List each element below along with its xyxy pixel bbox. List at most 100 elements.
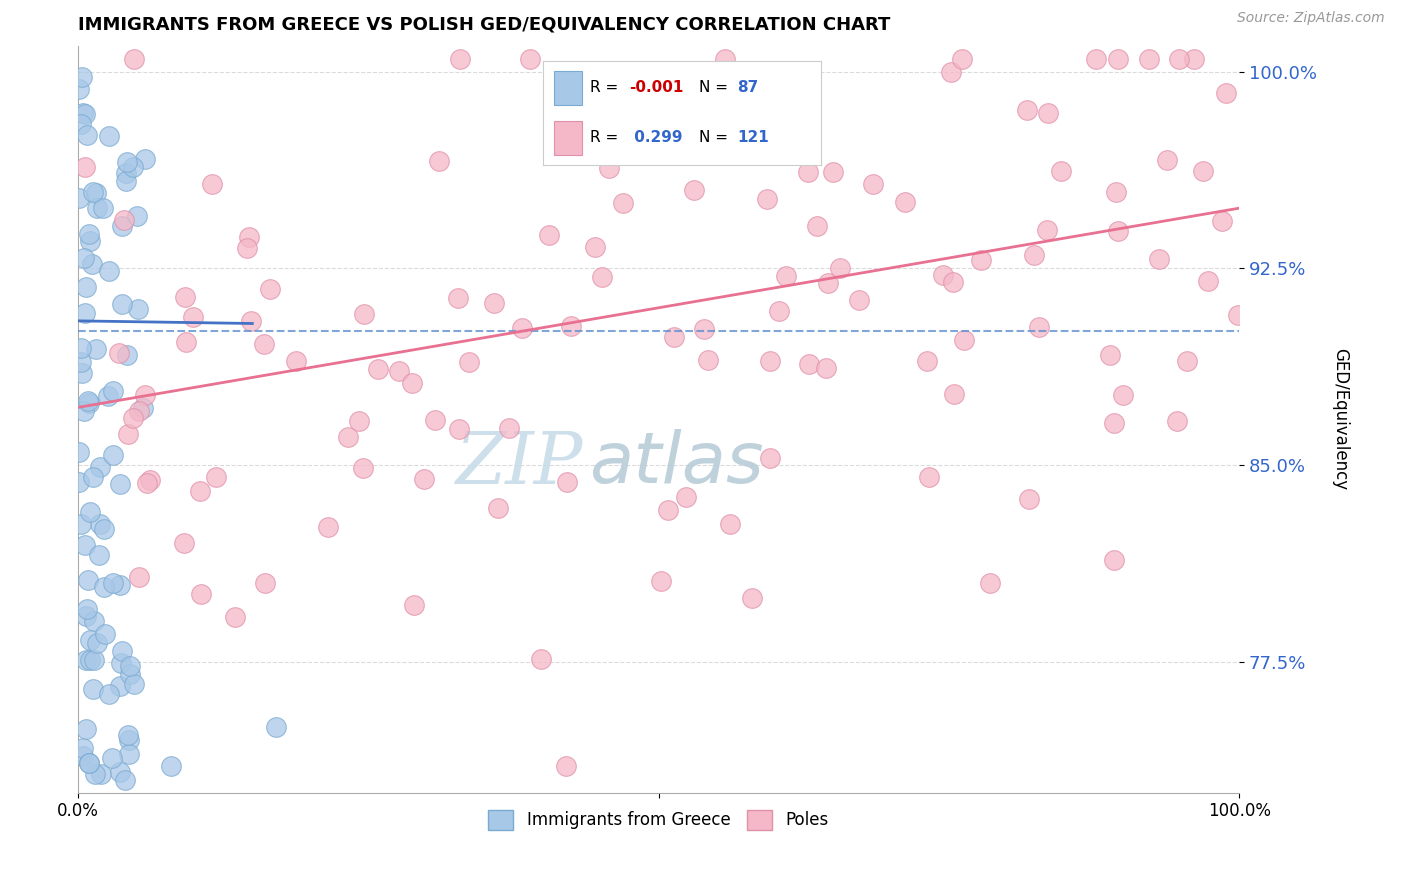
Point bbox=[73, 251, 96, 265]
Point bbox=[97, 389, 120, 403]
Point bbox=[90, 767, 112, 781]
Point bbox=[110, 656, 132, 670]
Point bbox=[115, 174, 138, 188]
Point bbox=[77, 756, 100, 770]
Point bbox=[75, 652, 97, 666]
Point bbox=[486, 500, 509, 515]
Text: IMMIGRANTS FROM GREECE VS POLISH GED/EQUIVALENCY CORRELATION CHART: IMMIGRANTS FROM GREECE VS POLISH GED/EQU… bbox=[79, 15, 890, 33]
Point bbox=[83, 766, 105, 780]
Point bbox=[76, 601, 98, 615]
Point bbox=[201, 177, 224, 191]
Point bbox=[73, 538, 96, 552]
Point bbox=[591, 269, 613, 284]
Point bbox=[72, 748, 94, 763]
Point bbox=[759, 354, 782, 368]
Point bbox=[101, 751, 124, 765]
Point bbox=[768, 304, 790, 318]
Point bbox=[530, 652, 553, 666]
Point bbox=[79, 235, 101, 249]
Point bbox=[134, 388, 156, 402]
Point bbox=[425, 413, 447, 427]
Point bbox=[775, 268, 797, 283]
Point bbox=[797, 357, 820, 371]
Point bbox=[762, 146, 785, 161]
Point bbox=[693, 322, 716, 336]
Point bbox=[80, 257, 103, 271]
Point bbox=[427, 153, 450, 168]
Point bbox=[72, 106, 94, 120]
Point bbox=[950, 52, 973, 66]
Point bbox=[253, 336, 276, 351]
Point bbox=[285, 354, 308, 368]
Point bbox=[236, 241, 259, 255]
Point bbox=[173, 290, 195, 304]
Point bbox=[91, 201, 114, 215]
Point bbox=[714, 52, 737, 66]
Point bbox=[70, 366, 93, 380]
Point bbox=[111, 644, 134, 658]
Point bbox=[554, 759, 576, 773]
Point bbox=[101, 448, 124, 462]
Point bbox=[1050, 163, 1073, 178]
Point bbox=[101, 576, 124, 591]
Point bbox=[970, 253, 993, 268]
Point bbox=[117, 155, 139, 169]
Point bbox=[612, 195, 634, 210]
Point bbox=[718, 517, 741, 532]
Point bbox=[498, 421, 520, 435]
Legend: Immigrants from Greece, Poles: Immigrants from Greece, Poles bbox=[482, 803, 835, 837]
Point bbox=[83, 653, 105, 667]
Point bbox=[1107, 224, 1129, 238]
Point bbox=[127, 301, 149, 316]
Point bbox=[1105, 185, 1128, 199]
Point bbox=[89, 516, 111, 531]
Point bbox=[73, 404, 96, 418]
Point bbox=[73, 160, 96, 174]
Point bbox=[79, 505, 101, 519]
Point bbox=[1036, 223, 1059, 237]
Point bbox=[67, 445, 90, 459]
Point bbox=[1177, 353, 1199, 368]
Point bbox=[188, 483, 211, 498]
Point bbox=[79, 653, 101, 667]
Point bbox=[121, 410, 143, 425]
Point bbox=[97, 129, 120, 144]
Point bbox=[264, 720, 287, 734]
Point bbox=[918, 470, 941, 484]
Point bbox=[979, 576, 1001, 591]
Point bbox=[240, 314, 263, 328]
Point bbox=[77, 756, 100, 771]
Point bbox=[598, 161, 620, 176]
Point bbox=[67, 191, 90, 205]
Point bbox=[84, 343, 107, 357]
Point bbox=[1036, 106, 1059, 120]
Point bbox=[1166, 414, 1188, 428]
Point bbox=[111, 219, 134, 233]
Point bbox=[1028, 320, 1050, 334]
Point bbox=[76, 393, 98, 408]
Point bbox=[1197, 274, 1219, 288]
Point bbox=[447, 291, 470, 305]
Point bbox=[510, 321, 533, 335]
Point bbox=[560, 318, 582, 333]
Point bbox=[82, 681, 104, 696]
Point bbox=[942, 387, 965, 401]
Point bbox=[797, 165, 820, 179]
Point bbox=[108, 476, 131, 491]
Point bbox=[1147, 252, 1170, 267]
Point bbox=[120, 666, 142, 681]
Point bbox=[75, 722, 97, 736]
Point bbox=[122, 52, 145, 66]
Point bbox=[86, 201, 108, 215]
Point bbox=[86, 636, 108, 650]
Point bbox=[1102, 553, 1125, 567]
Point bbox=[758, 450, 780, 465]
Point bbox=[1211, 214, 1233, 228]
Point bbox=[1191, 163, 1213, 178]
Point bbox=[174, 335, 197, 350]
Point bbox=[115, 348, 138, 362]
Point bbox=[79, 395, 101, 409]
Point bbox=[122, 677, 145, 691]
Point bbox=[205, 470, 228, 484]
Point bbox=[118, 733, 141, 747]
